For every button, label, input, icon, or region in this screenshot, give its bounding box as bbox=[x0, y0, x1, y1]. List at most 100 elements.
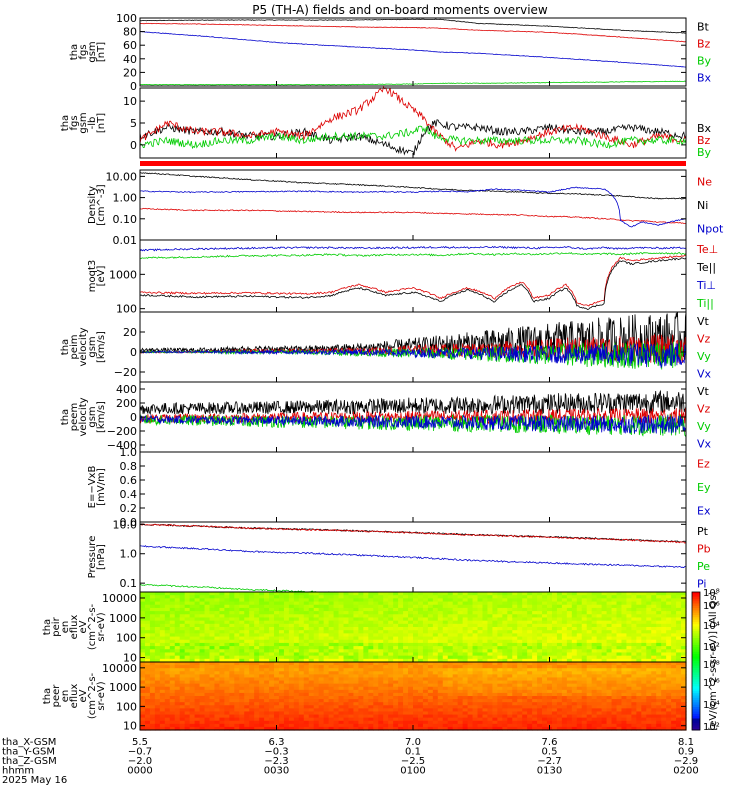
heatmap-cell bbox=[388, 592, 394, 596]
heatmap-cell bbox=[189, 604, 196, 609]
heatmap-cell bbox=[179, 611, 186, 615]
heatmap-cell bbox=[333, 649, 340, 654]
heatmap-cell bbox=[676, 604, 682, 609]
heatmap-cell bbox=[164, 658, 171, 663]
heatmap-cell bbox=[318, 720, 325, 725]
heatmap-cell bbox=[393, 592, 399, 596]
heatmap-cell bbox=[224, 692, 230, 697]
legend-By: By bbox=[697, 146, 712, 159]
panel-p9: 10100100010000thapeirenefluxeV(cm^2-s-sr… bbox=[42, 591, 687, 665]
heatmap-cell bbox=[244, 595, 250, 599]
heatmap-cell bbox=[601, 708, 608, 713]
heatmap-cell bbox=[502, 592, 508, 596]
series-p4-Ti bbox=[139, 245, 687, 252]
heatmap-cell bbox=[403, 652, 409, 657]
heatmap-cell bbox=[224, 617, 230, 622]
heatmap-cell bbox=[457, 620, 464, 625]
heatmap-cell bbox=[641, 655, 647, 660]
heatmap-cell bbox=[586, 699, 593, 703]
heatmap-cell bbox=[408, 668, 414, 672]
heatmap-cell bbox=[274, 623, 280, 628]
heatmap-cell bbox=[507, 686, 513, 691]
heatmap-cell bbox=[487, 714, 494, 719]
heatmap-cell bbox=[472, 639, 479, 644]
heatmap-cell bbox=[393, 674, 399, 679]
heatmap-cell bbox=[323, 671, 330, 675]
heatmap-cell bbox=[641, 680, 647, 685]
y-axis-label-line: [nT] bbox=[96, 113, 107, 133]
heatmap-cell bbox=[626, 674, 632, 679]
heatmap-cell bbox=[388, 717, 394, 722]
heatmap-cell bbox=[532, 642, 538, 647]
heatmap-cell bbox=[551, 623, 558, 628]
heatmap-cell bbox=[437, 696, 444, 700]
heatmap-cell bbox=[457, 655, 464, 660]
heatmap-cell bbox=[462, 708, 469, 713]
heatmap-cell bbox=[403, 614, 409, 619]
heatmap-cell bbox=[239, 662, 245, 666]
heatmap-cell bbox=[482, 614, 489, 619]
heatmap-cell bbox=[492, 723, 498, 728]
heatmap-cell bbox=[591, 692, 598, 697]
heatmap-cell bbox=[527, 620, 533, 625]
heatmap-cell bbox=[542, 620, 548, 625]
heatmap-cell bbox=[656, 611, 662, 615]
heatmap-cell bbox=[403, 720, 409, 725]
heatmap-cell bbox=[338, 683, 345, 688]
heatmap-cell bbox=[323, 686, 330, 691]
heatmap-cell bbox=[631, 627, 637, 631]
heatmap-cell bbox=[343, 705, 350, 709]
heatmap-cell bbox=[323, 636, 330, 641]
heatmap-cell bbox=[457, 658, 464, 663]
heatmap-cell bbox=[497, 627, 503, 631]
heatmap-cell bbox=[259, 655, 265, 660]
heatmap-cell bbox=[219, 720, 225, 725]
heatmap-cell bbox=[497, 642, 503, 647]
heatmap-cell bbox=[532, 617, 538, 622]
heatmap-cell bbox=[571, 680, 578, 685]
heatmap-cell bbox=[373, 717, 379, 722]
heatmap-cell bbox=[288, 623, 295, 628]
heatmap-cell bbox=[368, 617, 374, 622]
heatmap-cell bbox=[611, 689, 618, 694]
heatmap-cell bbox=[482, 611, 489, 615]
heatmap-cell bbox=[621, 689, 628, 694]
heatmap-cell bbox=[164, 720, 171, 725]
heatmap-cell bbox=[154, 658, 161, 663]
heatmap-cell bbox=[492, 623, 498, 628]
heatmap-cell bbox=[517, 662, 523, 666]
y-axis-label-line: Pressure bbox=[87, 536, 98, 579]
series-p5-Vx bbox=[139, 343, 687, 369]
heatmap-cell bbox=[656, 614, 662, 619]
heatmap-cell bbox=[621, 592, 628, 596]
heatmap-cell bbox=[378, 601, 384, 606]
heatmap-cell bbox=[482, 646, 489, 650]
heatmap-cell bbox=[527, 674, 533, 679]
heatmap-cell bbox=[651, 723, 657, 728]
heatmap-cell bbox=[140, 662, 146, 666]
heatmap-cell bbox=[189, 723, 196, 728]
heatmap-cell bbox=[522, 601, 528, 606]
heatmap-cell bbox=[373, 720, 379, 725]
heatmap-cell bbox=[427, 649, 434, 654]
heatmap-cell bbox=[596, 620, 603, 625]
heatmap-cell bbox=[487, 649, 494, 654]
heatmap-cell bbox=[676, 636, 682, 641]
heatmap-cell bbox=[477, 639, 484, 644]
heatmap-cell bbox=[214, 627, 221, 631]
heatmap-cell bbox=[373, 671, 379, 675]
heatmap-cell bbox=[666, 633, 672, 638]
heatmap-cell bbox=[432, 658, 439, 663]
heatmap-cell bbox=[179, 652, 186, 657]
heatmap-cell bbox=[323, 652, 330, 657]
heatmap-cell bbox=[591, 592, 598, 596]
heatmap-cell bbox=[199, 617, 206, 622]
heatmap-cell bbox=[413, 717, 419, 722]
heatmap-cell bbox=[576, 642, 583, 647]
heatmap-cell bbox=[274, 711, 280, 716]
heatmap-cell bbox=[591, 601, 598, 606]
y-axis-label-line: -lb bbox=[87, 117, 98, 130]
heatmap-cell bbox=[219, 674, 225, 679]
heatmap-cell bbox=[348, 702, 355, 706]
heatmap-cell bbox=[482, 658, 489, 663]
